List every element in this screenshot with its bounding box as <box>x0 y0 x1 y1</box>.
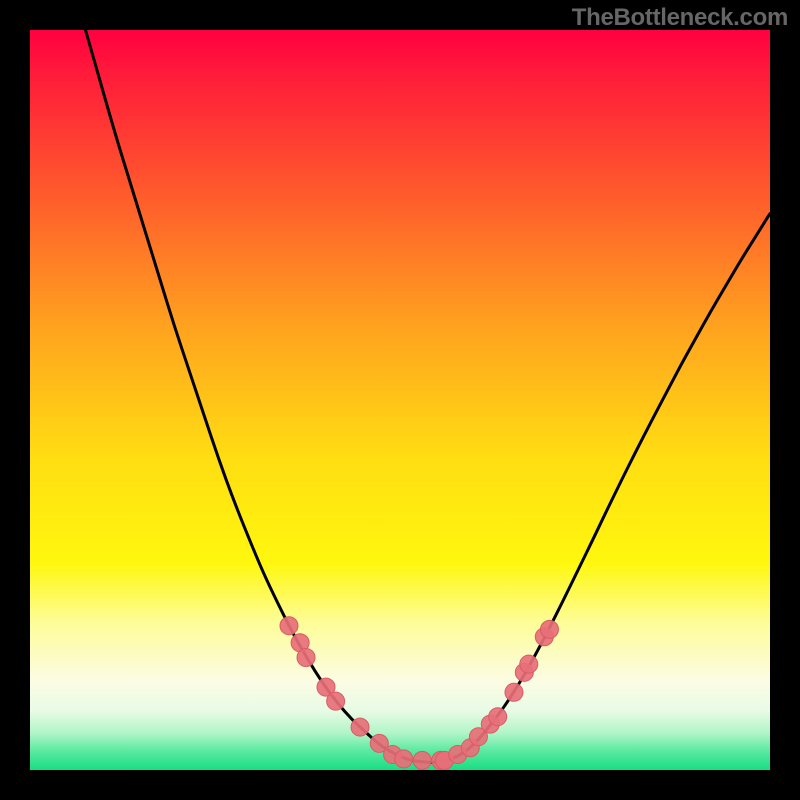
marker-point <box>297 649 315 667</box>
marker-point <box>395 750 413 768</box>
markers-group <box>280 617 558 770</box>
marker-point <box>520 655 538 673</box>
marker-point <box>505 683 523 701</box>
stage: TheBottleneck.com <box>0 0 800 800</box>
marker-point <box>280 617 298 635</box>
marker-point <box>327 692 345 710</box>
marker-point <box>489 708 507 726</box>
chart-layer <box>30 30 770 770</box>
watermark-text: TheBottleneck.com <box>572 4 788 32</box>
marker-point <box>413 751 431 769</box>
marker-point <box>540 620 558 638</box>
bottleneck-curve <box>86 30 771 762</box>
marker-point <box>351 718 369 736</box>
